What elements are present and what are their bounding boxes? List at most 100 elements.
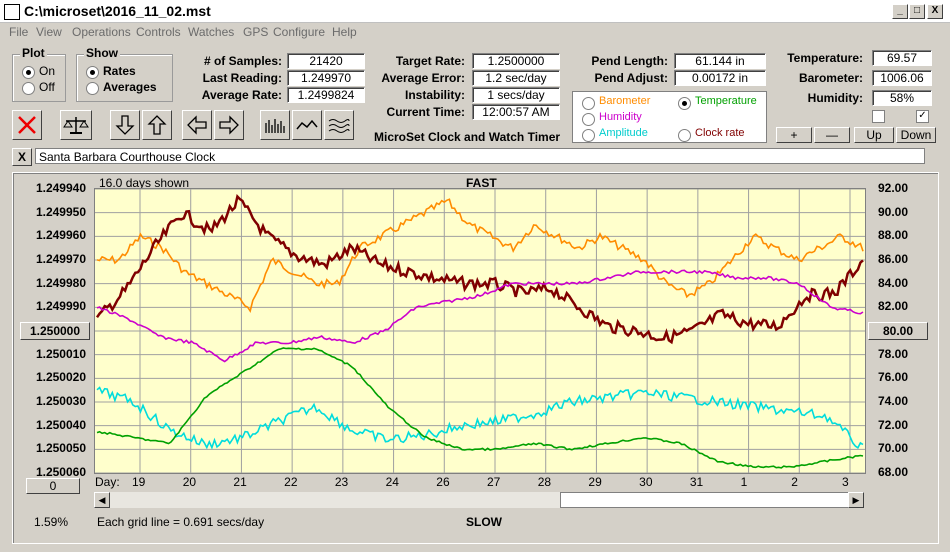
y-left-tick-label: 1.249960 [35,228,86,243]
plot-on-label: On [39,64,56,78]
x-tick-label: 28 [537,475,552,489]
menu-controls[interactable]: Controls [136,25,181,39]
amplitude-option-label: Amplitude [599,127,648,139]
plot-off-radio[interactable] [22,82,35,95]
y-right-tick-label: 74.00 [877,394,908,408]
x-tick-label: 21 [233,475,247,489]
y-left-tick-label: 1.250060 [35,465,86,479]
down-button[interactable]: Down [896,127,936,143]
y-right-tick-label: 70.00 [877,441,908,456]
last-reading-value: 1.249970 [287,70,365,86]
arrow-left-button[interactable] [182,110,212,140]
menu-configure[interactable]: Configure [273,25,326,39]
y-right-tick-label: 82.00 [877,299,908,314]
plot-on-radio[interactable] [22,66,35,79]
samples-label: # of Samples: [203,54,282,68]
current-time-label: Current Time: [386,105,465,119]
average-rate-label: Average Rate: [201,88,282,102]
y-left-tick-label: 1.250020 [35,370,86,385]
clock-rate-radio[interactable] [678,129,691,142]
y-right-tick-label: 68.00 [877,465,908,479]
barometer-option-label: Barometer [599,95,651,107]
barometer-radio[interactable] [582,97,595,110]
barometer-value: 1006.06 [872,70,932,86]
x-tick-label: 24 [385,475,399,489]
sensor-options-box [572,91,767,143]
average-rate-value: 1.2499824 [287,87,365,103]
close-button[interactable]: X [927,4,943,19]
barometer-label: Barometer: [798,71,863,85]
y-right-tick-label: 72.00 [877,417,908,432]
left-zero-button[interactable]: 0 [26,478,80,494]
x-tick-label: 27 [487,475,501,489]
scroll-left-button[interactable]: ◀ [94,492,110,508]
last-reading-label: Last Reading: [202,71,282,85]
wave-graph-icon [328,119,350,133]
stop-button[interactable] [12,110,42,140]
scroll-right-button[interactable]: ▶ [848,492,864,508]
scroll-thumb[interactable] [560,492,850,508]
x-tick-label: 26 [436,475,450,489]
arrow-up-button[interactable] [142,110,172,140]
humidity-radio[interactable] [582,113,595,126]
y-right-tick-label: 92.00 [877,181,908,195]
line-graph-button[interactable] [292,110,322,140]
average-error-label: Average Error: [381,71,465,85]
menu-watches[interactable]: Watches [188,25,235,39]
clear-clock-button[interactable]: X [12,148,32,166]
minimize-button[interactable]: _ [892,4,908,19]
x-tick-label: 2 [791,475,798,489]
maximize-button[interactable]: □ [909,4,925,19]
plus-button[interactable]: + [776,127,812,143]
amplitude-radio[interactable] [582,129,595,142]
up-button[interactable]: Up [854,127,894,143]
x-tick-label: 19 [132,475,146,489]
show-averages-label: Averages [103,80,157,94]
days-shown-label: 16.0 days shown [99,176,190,190]
y-right-tick-label: 78.00 [877,346,908,361]
menu-view[interactable]: View [36,25,62,39]
pend-adjust-label: Pend Adjust: [594,71,668,85]
temperature-radio[interactable] [678,97,691,110]
title-bar: C:\microset\2016_11_02.mst _ □ X [0,0,950,23]
x-tick-label: 1 [740,475,748,489]
y-left-tick-label: 1.250040 [35,417,86,432]
checkbox-left[interactable] [872,110,885,123]
menu-file[interactable]: File [9,25,29,39]
menu-gps[interactable]: GPS [243,25,269,39]
checkbox-right-checked[interactable]: ✓ [916,110,929,123]
instability-value: 1 secs/day [472,87,560,103]
wave-graph-button[interactable] [324,110,354,140]
show-averages-radio[interactable] [86,82,99,95]
y-right-tick-label: 88.00 [877,228,908,243]
bar-graph-button[interactable] [260,110,290,140]
minus-button[interactable]: — [814,127,850,143]
center-rate-button[interactable]: 1.250000 [20,322,90,340]
average-error-value: 1.2 sec/day [472,70,560,86]
x-tick-label: 20 [182,475,197,489]
balance-button[interactable] [60,110,92,140]
show-rates-label: Rates [103,64,136,78]
clock-name-input[interactable]: Santa Barbara Courthouse Clock [35,148,925,164]
x-tick-label: 29 [588,475,602,489]
target-rate-label: Target Rate: [395,54,465,68]
series-line [95,193,864,345]
pend-adjust-value: 0.00172 in [674,70,766,86]
plot-area [94,188,866,474]
arrow-right-button[interactable] [214,110,244,140]
horizontal-scrollbar[interactable]: ◀ ▶ [94,492,864,508]
series-line [96,386,864,450]
arrow-down-button[interactable] [110,110,140,140]
arrow-right-icon [219,115,239,135]
menu-help[interactable]: Help [332,25,357,39]
center-temp-button[interactable]: 80.00 [868,322,928,340]
series-line [96,347,864,469]
show-group-title: Show [84,46,120,60]
plot-group [12,54,66,102]
fast-label: FAST [466,176,497,190]
temperature-value: 69.57 [872,50,932,66]
menu-operations[interactable]: Operations [72,25,131,39]
x-tick-label: 31 [689,475,704,489]
show-rates-radio[interactable] [86,66,99,79]
arrow-up-icon [147,115,167,135]
